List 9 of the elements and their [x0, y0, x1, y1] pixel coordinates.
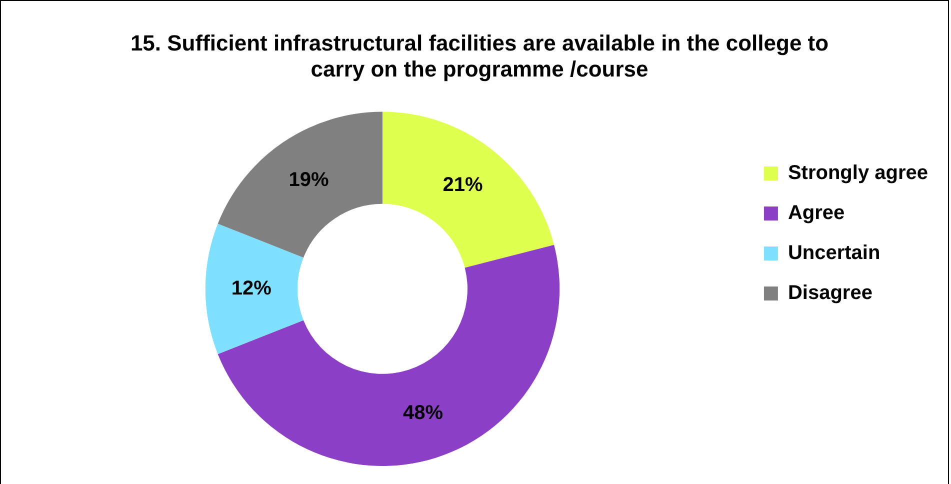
legend-label: Strongly agree [788, 162, 928, 184]
data-label: 48% [402, 402, 444, 424]
data-label: 19% [288, 169, 330, 192]
chart-title: 15. Sufficient infrastructural facilities are available in the college to carry on the programme /course [130, 30, 829, 82]
data-label: 21% [442, 174, 484, 196]
legend-label: Agree [788, 202, 845, 224]
data-label: 12% [231, 277, 272, 300]
legend-label: Uncertain [788, 242, 880, 264]
legend-label: Disagree [788, 282, 872, 304]
